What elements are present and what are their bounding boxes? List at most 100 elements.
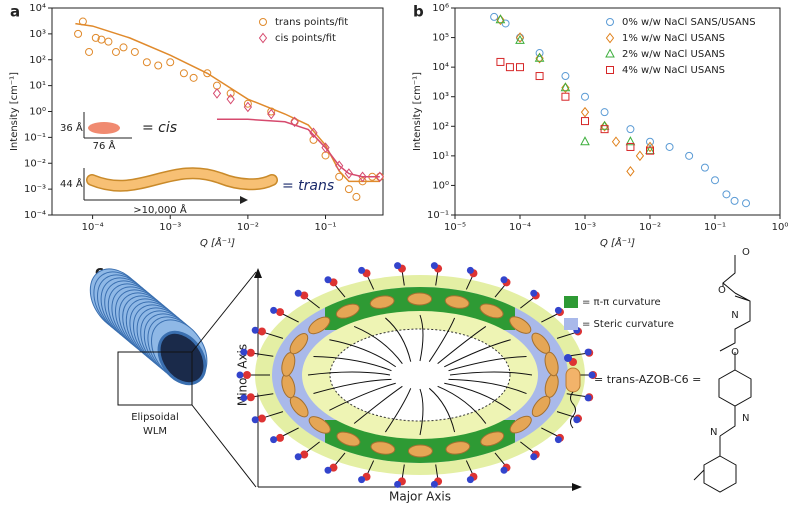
head xyxy=(257,327,266,336)
y-tick-label: 10³ xyxy=(432,92,449,103)
head xyxy=(358,476,366,484)
capsule xyxy=(407,292,433,306)
tether xyxy=(541,427,558,437)
plot-frame xyxy=(454,7,781,216)
tether xyxy=(282,313,299,323)
annotation-icons xyxy=(83,112,278,204)
arrow-head xyxy=(572,483,582,491)
tail xyxy=(329,339,397,368)
legend-marker xyxy=(606,18,614,26)
marker xyxy=(505,63,514,72)
annotation: 76 Å xyxy=(93,139,116,152)
arrow-head xyxy=(254,268,262,278)
head xyxy=(588,371,596,379)
legend-swatch xyxy=(564,318,578,330)
head xyxy=(430,480,438,488)
marker xyxy=(611,136,621,148)
head xyxy=(530,289,538,297)
y-tick-label: 10⁻⁴ xyxy=(24,210,46,221)
capsule xyxy=(445,441,471,455)
tail xyxy=(449,371,533,376)
head xyxy=(466,476,474,484)
y-tick-label: 10⁶ xyxy=(432,3,449,14)
marker xyxy=(352,192,361,201)
tether xyxy=(465,460,473,475)
marker xyxy=(496,14,505,26)
marker xyxy=(344,185,353,194)
head xyxy=(530,453,538,461)
marker xyxy=(711,176,719,185)
tether xyxy=(494,452,506,466)
zoom-line xyxy=(191,404,257,488)
x-tick-label: 10⁰ xyxy=(772,222,789,233)
x-tick-label: 10⁻⁵ xyxy=(444,222,466,233)
tether xyxy=(305,297,320,309)
marker xyxy=(290,116,299,128)
tether xyxy=(541,313,558,323)
marker xyxy=(111,47,120,56)
tether xyxy=(367,460,375,475)
marker xyxy=(267,108,276,120)
tail xyxy=(419,388,424,436)
x-tick-label: 10⁻³ xyxy=(159,222,181,233)
capsule xyxy=(370,441,396,455)
marker xyxy=(626,125,635,134)
fit-line xyxy=(216,118,380,178)
head xyxy=(294,289,302,297)
tether xyxy=(253,393,274,398)
head xyxy=(270,306,278,314)
marker xyxy=(226,89,235,98)
head xyxy=(584,394,592,402)
y-tick-label: 10⁻¹ xyxy=(427,210,449,221)
capsule xyxy=(336,431,361,447)
capsule xyxy=(308,316,331,335)
marker xyxy=(600,108,609,117)
capsule xyxy=(369,295,395,309)
tail xyxy=(329,382,396,411)
x-axis-label: Q [Å⁻¹] xyxy=(200,236,235,249)
marker xyxy=(142,58,151,67)
head xyxy=(554,436,562,444)
annotation: 36 Å xyxy=(60,121,83,134)
head xyxy=(394,262,402,270)
head xyxy=(270,436,278,444)
marker xyxy=(580,136,590,146)
marker xyxy=(321,151,330,160)
tether xyxy=(253,352,274,357)
head xyxy=(236,371,244,379)
y-tick-label: 10⁻³ xyxy=(24,184,46,195)
marker xyxy=(581,92,589,101)
marker xyxy=(560,82,571,92)
head xyxy=(294,453,302,461)
micelle xyxy=(236,262,597,488)
y-tick-label: 10⁴ xyxy=(29,3,46,14)
annotation: = trans xyxy=(282,178,334,194)
legend-label: 4% w/w NaCl USANS xyxy=(622,65,725,76)
legend-marker xyxy=(605,48,615,58)
legend-label: trans points/fit xyxy=(275,17,348,28)
tail xyxy=(428,387,456,433)
y-tick-label: 10⁰ xyxy=(432,180,449,191)
tether xyxy=(520,441,535,453)
capsule xyxy=(308,416,331,434)
head xyxy=(573,416,581,424)
x-tick-label: 10⁻⁴ xyxy=(82,222,104,233)
tether xyxy=(465,275,473,290)
marker xyxy=(561,92,570,101)
marker xyxy=(534,52,545,62)
y-tick-label: 10³ xyxy=(29,29,46,40)
chemical-structure xyxy=(693,255,752,493)
capsule xyxy=(444,295,470,309)
atom: N xyxy=(742,413,749,424)
legend-label: = π-π curvature xyxy=(582,297,661,308)
head xyxy=(276,308,285,317)
marker xyxy=(625,136,636,146)
y-tick-label: 10¹ xyxy=(432,151,449,162)
marker xyxy=(375,171,384,183)
marker xyxy=(226,93,235,105)
legend-marker xyxy=(606,66,614,74)
head xyxy=(240,348,248,356)
atom: O xyxy=(718,285,726,296)
tail xyxy=(385,317,412,362)
